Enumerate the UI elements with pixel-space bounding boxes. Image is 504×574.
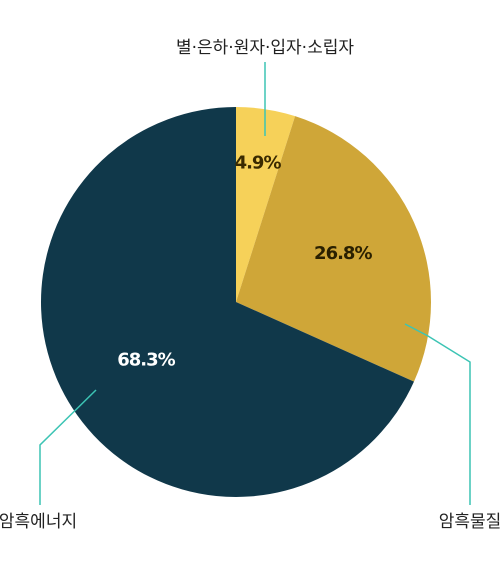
pie-slice [236, 116, 431, 382]
value-label: 68.3% [117, 349, 175, 370]
pie-slice [40, 107, 414, 497]
value-label: 26.8% [314, 243, 372, 264]
value-label: 4.9% [235, 152, 282, 173]
category-label: 암흑물질 [439, 512, 502, 532]
leader-line [39, 389, 97, 505]
category-label: 별·은하·원자·입자·소립자 [176, 38, 354, 58]
pie-slice [236, 107, 296, 302]
category-label: 암흑에너지 [0, 512, 77, 532]
leader-line [404, 323, 471, 505]
